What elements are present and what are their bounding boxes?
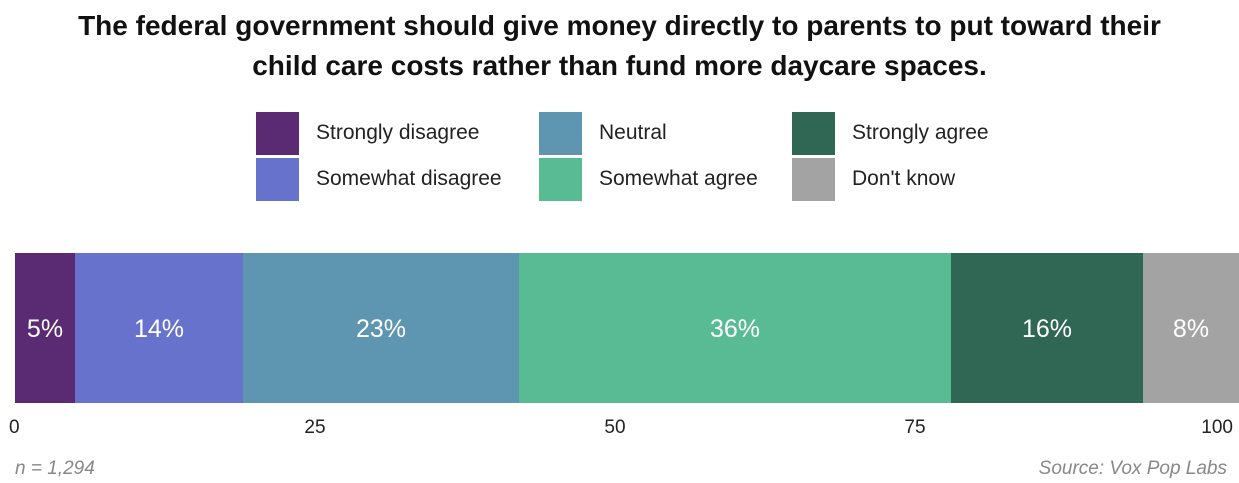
x-tick-label: 25 xyxy=(304,417,325,438)
legend-swatch xyxy=(792,157,835,201)
legend-swatch xyxy=(256,111,299,155)
chart-title: The federal government should give money… xyxy=(78,10,1161,81)
legend-label: Neutral xyxy=(599,121,667,144)
legend-label: Somewhat disagree xyxy=(316,167,502,190)
legend-swatch xyxy=(539,157,582,201)
legend-label: Strongly agree xyxy=(852,121,989,144)
x-tick-label: 50 xyxy=(604,417,625,438)
legend: Strongly disagree Somewhat disagree Neut… xyxy=(256,110,1092,202)
source-note: Source: Vox Pop Labs xyxy=(1038,458,1227,479)
sample-size-note: n = 1,294 xyxy=(15,458,95,479)
legend-swatch xyxy=(539,111,582,155)
bar-segment-somewhat-agree xyxy=(519,253,951,403)
bar-value-label: 16% xyxy=(1022,315,1072,343)
legend-item-neutral: Neutral xyxy=(539,110,792,156)
x-tick-label: 100 xyxy=(1201,417,1233,438)
bar-value-label: 23% xyxy=(356,315,406,343)
legend-item-somewhat-disagree: Somewhat disagree xyxy=(256,156,539,202)
bar-value-label: 5% xyxy=(27,315,63,343)
x-tick-label: 75 xyxy=(904,417,925,438)
legend-label: Strongly disagree xyxy=(316,121,480,144)
bar-segment-somewhat-disagree xyxy=(75,253,243,403)
legend-label: Somewhat agree xyxy=(599,167,758,190)
legend-item-dont-know: Don't know xyxy=(792,156,1092,202)
legend-item-strongly-disagree: Strongly disagree xyxy=(256,110,539,156)
legend-item-strongly-agree: Strongly agree xyxy=(792,110,1092,156)
bar-segment-strongly-disagree xyxy=(15,253,75,403)
bar-value-label: 14% xyxy=(134,315,184,343)
legend-item-somewhat-agree: Somewhat agree xyxy=(539,156,792,202)
legend-label: Don't know xyxy=(852,167,956,190)
bar-value-label: 8% xyxy=(1173,315,1209,343)
bar-segment-strongly-agree xyxy=(951,253,1143,403)
legend-swatch xyxy=(256,157,299,201)
legend-swatch xyxy=(792,111,835,155)
bar-value-label: 36% xyxy=(710,315,760,343)
bar-segment-don-t-know xyxy=(1143,253,1239,403)
x-tick-label: 0 xyxy=(9,417,20,438)
bar-segment-neutral xyxy=(243,253,519,403)
